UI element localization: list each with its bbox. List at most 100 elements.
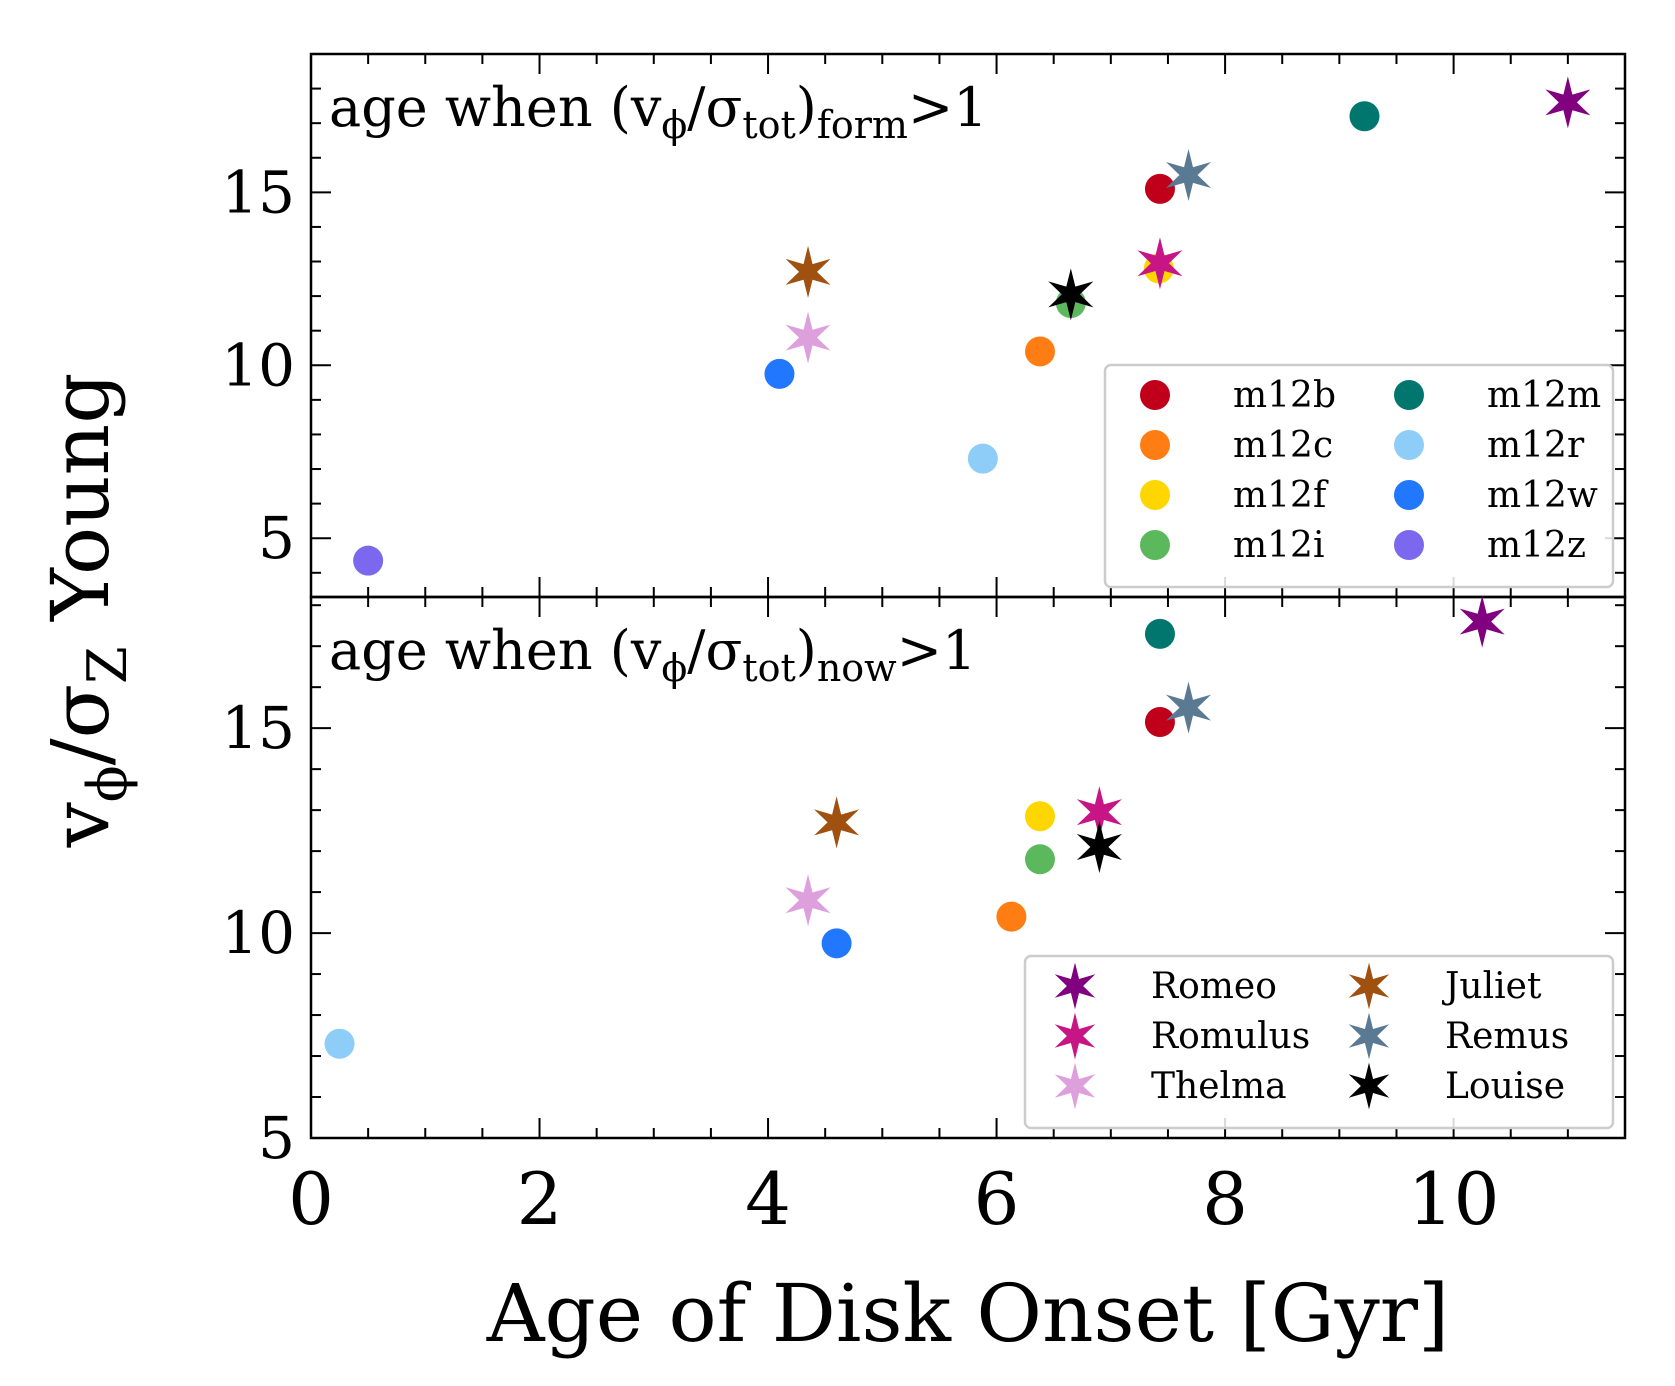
- y-tick-label: 10: [221, 899, 295, 967]
- panel-annotation-part: age when (v: [329, 76, 662, 139]
- panel-annotation-part: age when (v: [329, 619, 662, 682]
- legend-box: [1023, 954, 1615, 1130]
- legend-item-m12w: m12w: [1394, 475, 1598, 516]
- legend-marker-juliet: [1348, 962, 1390, 1010]
- point-louise: [1048, 268, 1094, 321]
- panel-annotation-part: /σ: [687, 619, 742, 682]
- legend-marker-m12m: [1394, 380, 1424, 410]
- panel-annotation-part: ): [796, 619, 817, 682]
- y-axis-label-subscript-phi: ϕ: [76, 765, 139, 802]
- legend-marker-louise: [1348, 1062, 1390, 1110]
- y-tick-label: 15: [221, 694, 295, 762]
- legend-marker-thelma: [1054, 1062, 1096, 1110]
- y-axis-label-slash: /σ: [34, 684, 127, 766]
- x-axis-label: Age of Disk Onset [Gyr]: [486, 1267, 1450, 1360]
- point-juliet: [814, 796, 860, 849]
- legend-label: m12i: [1233, 525, 1324, 566]
- point-m12b: [1144, 173, 1175, 204]
- x-tick-label: 8: [1202, 1157, 1248, 1241]
- legend-item-romeo: Romeo: [1054, 962, 1277, 1010]
- legend-marker-remus: [1348, 1012, 1390, 1060]
- point-m12b: [1144, 707, 1175, 738]
- legend-item-m12i: m12i: [1140, 525, 1324, 566]
- y-axis-label-subscript-z: Z: [76, 646, 139, 684]
- x-tick-label: 6: [974, 1157, 1020, 1241]
- legend-label: Louise: [1445, 1066, 1565, 1107]
- panel-annotation-part: /σ: [687, 76, 742, 139]
- point-m12w: [764, 358, 795, 389]
- point-m12m: [1349, 101, 1380, 132]
- legend-label: m12r: [1487, 425, 1585, 466]
- panel-annotation-part: tot: [742, 646, 795, 690]
- point-m12r: [324, 1028, 355, 1059]
- legend-box: [1103, 363, 1615, 589]
- panel-annotation: age when (vϕ/σtot)form>1: [329, 76, 988, 147]
- legend-item-juliet: Juliet: [1348, 962, 1542, 1010]
- panel-annotation-part: form: [817, 103, 908, 147]
- point-remus: [1166, 681, 1212, 734]
- y-tick-label: 5: [258, 1104, 295, 1172]
- point-romeo: [1459, 595, 1505, 648]
- legend-marker-romeo: [1054, 962, 1096, 1010]
- panel-annotation-part: now: [817, 646, 897, 690]
- point-thelma: [785, 874, 831, 927]
- panel-2: 5 10 15 age when (vϕ/σtot)now>1 Romeo Juliet R…: [221, 595, 1627, 1172]
- y-axis-label-young: Young: [34, 373, 127, 647]
- panel-annotation-part: >1: [908, 76, 988, 139]
- plot-frame: [309, 595, 1627, 1140]
- legend-label: Romeo: [1151, 966, 1277, 1007]
- legend-item-m12f: m12f: [1140, 475, 1329, 516]
- point-thelma: [785, 311, 831, 364]
- legend: Romeo Juliet Romulus Remus Thelma Louise: [1023, 954, 1615, 1130]
- point-romeo: [1545, 76, 1591, 129]
- y-tick-label: 15: [221, 158, 295, 226]
- legend-marker-m12z: [1394, 530, 1424, 560]
- point-m12c: [996, 901, 1027, 932]
- point-romulus: [1137, 237, 1183, 290]
- legend-item-m12c: m12c: [1140, 425, 1333, 466]
- point-m12c: [1024, 336, 1055, 367]
- panel-annotation-part: ϕ: [661, 103, 687, 147]
- panel-annotation: age when (vϕ/σtot)now>1: [329, 619, 976, 690]
- panel-annotation-part: ): [796, 76, 817, 139]
- x-tick-label: 4: [745, 1157, 791, 1241]
- point-m12m: [1144, 618, 1175, 649]
- legend-item-louise: Louise: [1348, 1062, 1565, 1110]
- point-juliet: [785, 245, 831, 298]
- legend-item-romulus: Romulus: [1054, 1012, 1310, 1060]
- legend-marker-m12w: [1394, 480, 1424, 510]
- legend-marker-m12f: [1140, 480, 1170, 510]
- legend-label: Juliet: [1441, 966, 1542, 1007]
- legend-label: m12b: [1233, 375, 1336, 416]
- point-romulus: [1076, 786, 1122, 839]
- legend-marker-m12i: [1140, 530, 1170, 560]
- point-louise: [1076, 821, 1122, 874]
- legend-label: m12c: [1233, 425, 1333, 466]
- point-m12i: [1024, 844, 1055, 875]
- y-tick-label: 10: [221, 331, 295, 399]
- legend-label: Remus: [1445, 1016, 1569, 1057]
- x-tick-label: 2: [517, 1157, 563, 1241]
- legend-marker-romulus: [1054, 1012, 1096, 1060]
- x-tick-label: 10: [1408, 1157, 1500, 1241]
- panel-annotation-part: >1: [897, 619, 977, 682]
- x-tick-label: 0: [288, 1157, 334, 1241]
- point-m12z: [353, 545, 384, 576]
- legend-marker-m12c: [1140, 430, 1170, 460]
- legend-item-remus: Remus: [1348, 1012, 1569, 1060]
- y-tick-label: 5: [258, 504, 295, 572]
- legend-label: m12m: [1487, 375, 1601, 416]
- legend-label: m12z: [1487, 525, 1586, 566]
- y-axis-label: vϕ/σZ Young: [34, 373, 139, 849]
- legend-item-m12m: m12m: [1394, 375, 1601, 416]
- point-remus: [1166, 149, 1212, 202]
- legend-label: m12w: [1487, 475, 1598, 516]
- legend-label: m12f: [1233, 475, 1329, 516]
- legend-label: Romulus: [1151, 1016, 1310, 1057]
- legend: m12b m12m m12c m12r m12f m12w m12i m12z: [1103, 363, 1615, 589]
- panel-annotation-part: ϕ: [661, 646, 687, 690]
- legend-item-m12r: m12r: [1394, 425, 1585, 466]
- point-m12f: [1024, 801, 1055, 832]
